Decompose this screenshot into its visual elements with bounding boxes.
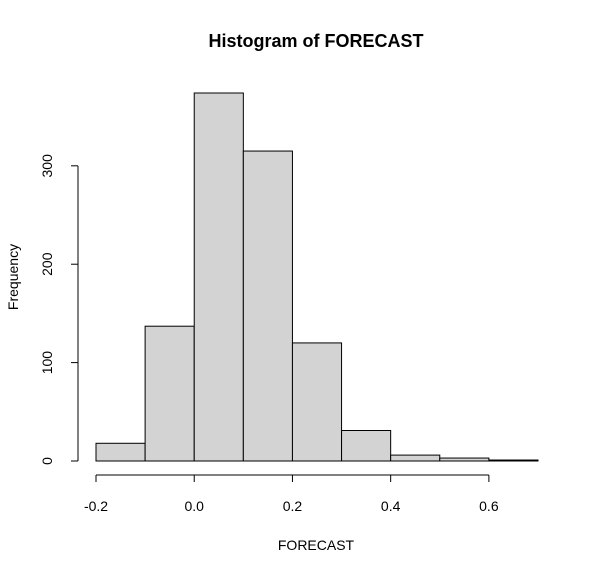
histogram-bar [193,92,244,462]
x-tick-label: 0.4 [381,498,401,514]
y-tick-label: 200 [39,252,55,276]
histogram-bar [341,429,392,462]
histogram-bar [242,150,293,462]
histogram-bar [390,454,441,462]
bars [95,92,539,462]
histogram-bar [95,442,146,462]
chart-title: Histogram of FORECAST [208,31,423,51]
y-tick-label: 300 [39,154,55,178]
x-axis-label: FORECAST [278,537,355,553]
x-axis: -0.2 0.0 0.2 0.4 0.6 [84,474,499,514]
histogram-bar [144,325,195,462]
x-tick-label: 0.2 [283,498,303,514]
x-tick-label: 0.6 [479,498,499,514]
x-tick-label: -0.2 [84,498,108,514]
y-axis-label: Frequency [5,244,21,310]
histogram-bar [291,342,343,462]
y-axis: 0 100 200 300 [39,154,79,465]
x-tick-label: 0.0 [184,498,204,514]
y-tick-label: 100 [39,351,55,375]
histogram-bar [439,457,490,462]
y-tick-label: 0 [39,457,55,465]
histogram-bar [488,459,539,462]
